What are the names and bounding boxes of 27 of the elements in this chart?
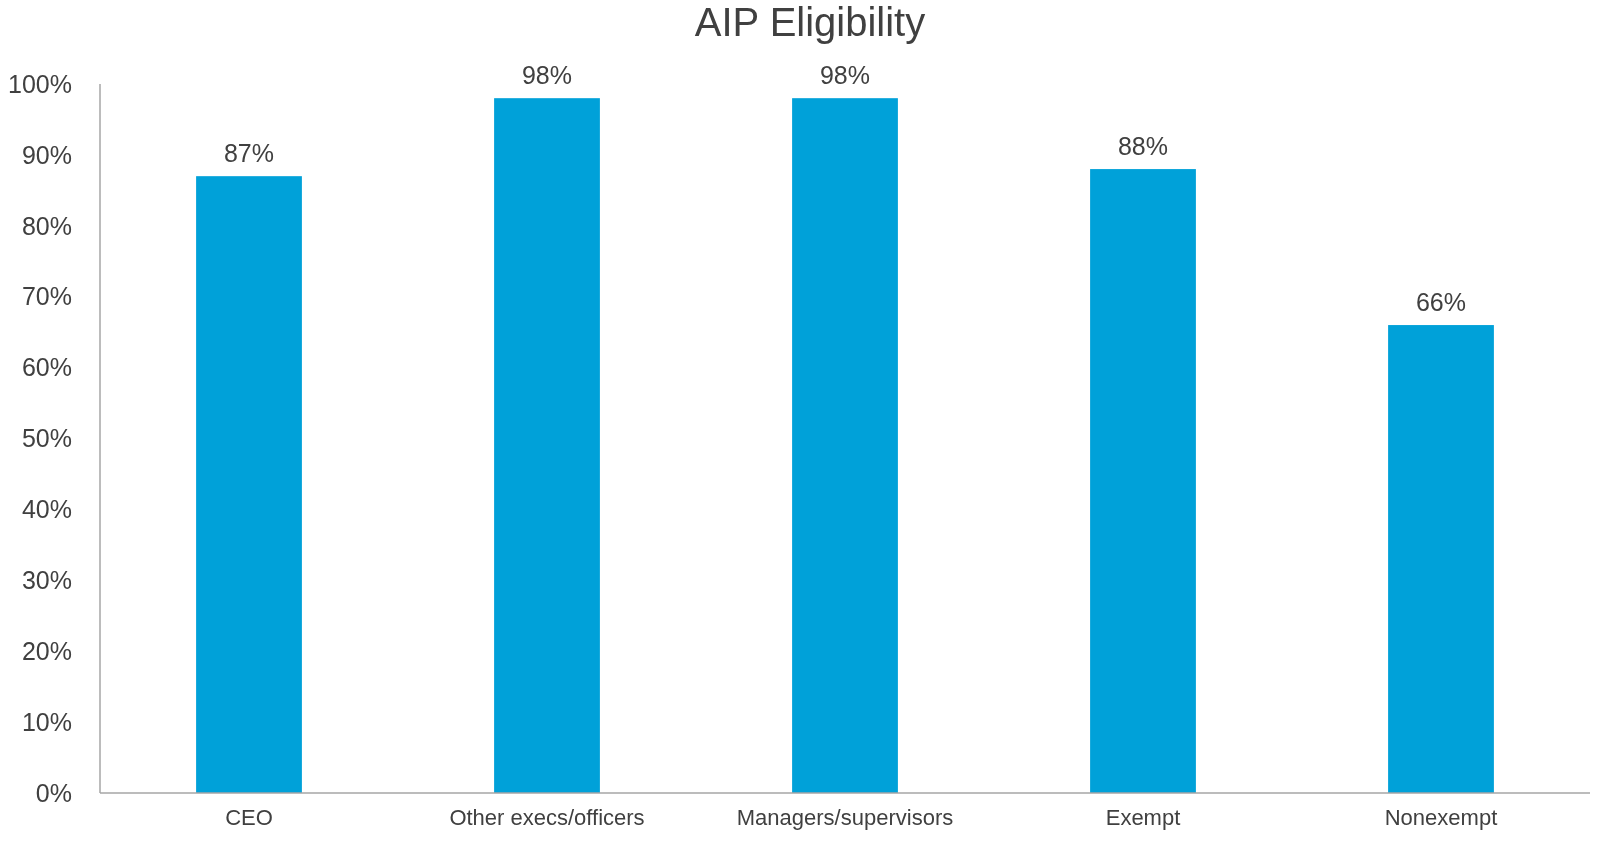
data-label: 98%: [819, 61, 871, 90]
y-tick-label: 0%: [35, 778, 72, 807]
y-tick-label: 50%: [21, 424, 72, 453]
y-tick-label: 70%: [21, 282, 72, 311]
x-tick-label: CEO: [225, 805, 273, 830]
data-label: 98%: [521, 61, 573, 90]
bar: [792, 98, 898, 793]
x-tick-label: Exempt: [1105, 805, 1181, 830]
y-tick-label: 60%: [21, 353, 72, 382]
bar: [196, 176, 302, 793]
x-tick-label: Managers/supervisors: [736, 805, 954, 830]
bar: [1388, 325, 1494, 793]
y-tick-label: 30%: [21, 566, 72, 595]
data-label: 88%: [1117, 132, 1169, 161]
y-tick-label: 10%: [21, 707, 72, 736]
y-tick-label: 100%: [8, 69, 72, 98]
y-tick-label: 20%: [21, 636, 72, 665]
data-label: 66%: [1415, 288, 1467, 317]
chart-title: AIP Eligibility: [694, 0, 926, 44]
y-tick-label: 40%: [21, 495, 72, 524]
x-tick-label: Nonexempt: [1384, 805, 1498, 830]
y-tick-label: 90%: [21, 140, 72, 169]
bar: [1090, 169, 1196, 793]
bar: [494, 98, 600, 793]
y-tick-label: 80%: [21, 211, 72, 240]
x-tick-label: Other execs/officers: [449, 805, 645, 830]
data-label: 87%: [223, 139, 275, 168]
